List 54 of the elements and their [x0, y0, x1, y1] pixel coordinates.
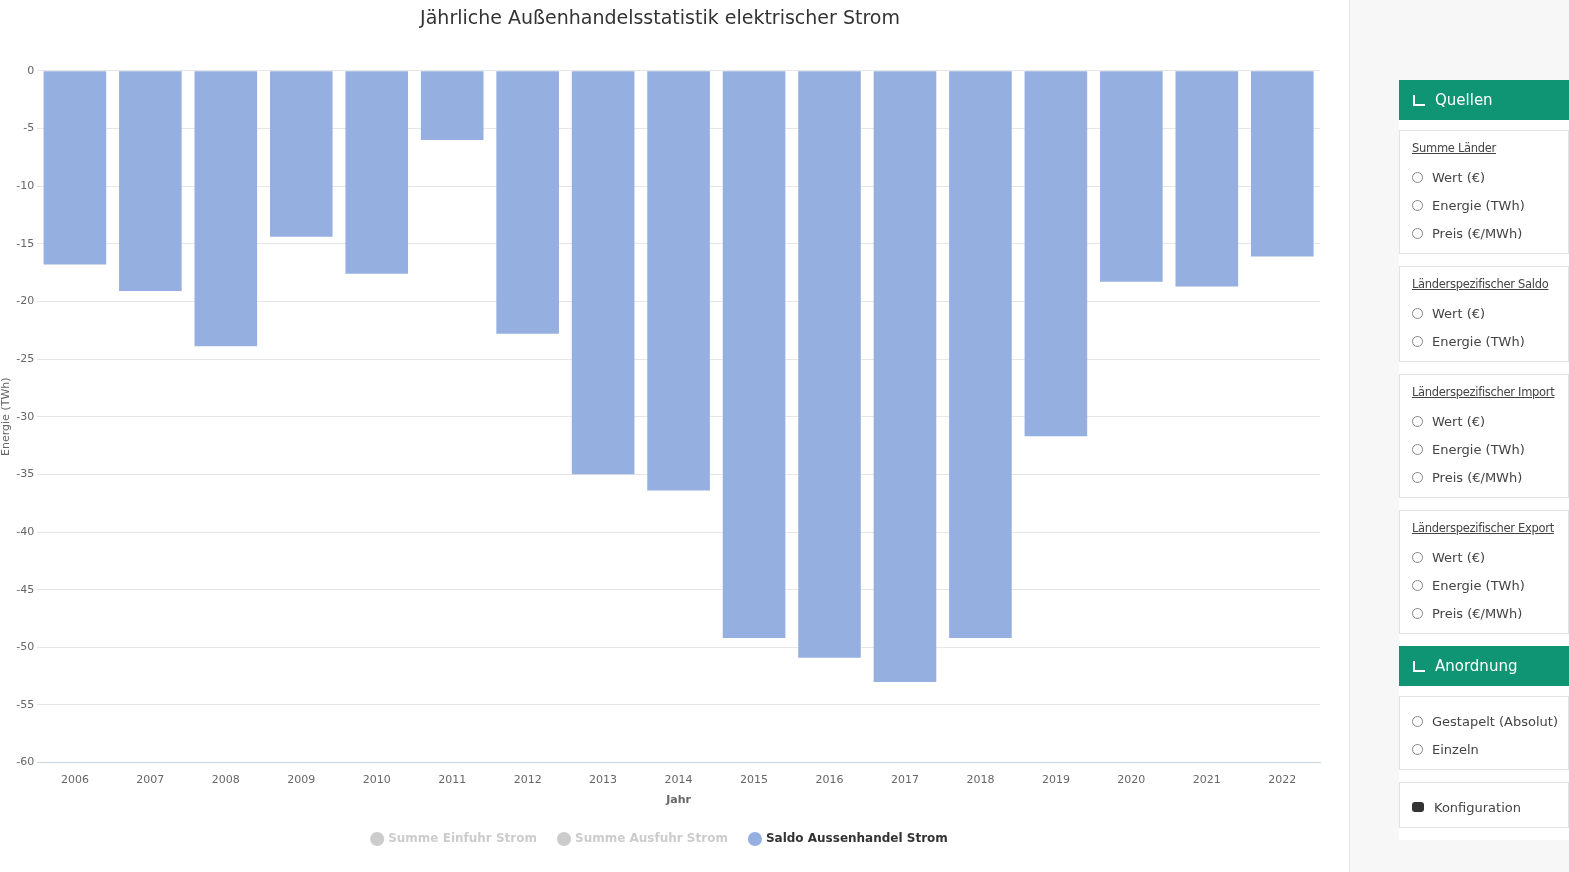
text: Anordnung	[1435, 657, 1518, 675]
y-tick-label: -35	[16, 467, 35, 481]
y-tick-label: -45	[16, 582, 35, 596]
y-tick-label: -25	[16, 351, 35, 365]
x-tick-label: 2012	[513, 773, 542, 787]
x-tick-label: 2007	[136, 773, 165, 787]
x-tick-label: 2014	[664, 773, 693, 787]
x-tick-label: 2017	[890, 773, 919, 787]
x-tick-label: 2021	[1192, 773, 1221, 787]
x-tick-label: 2016	[815, 773, 844, 787]
text: Summe Länder	[1412, 141, 1498, 155]
text: Länderspezifischer Import	[1412, 385, 1556, 399]
x-tick-label: 2020	[1117, 773, 1146, 787]
x-tick-label: 2013	[589, 773, 618, 787]
x-tick-label: 2015	[740, 773, 769, 787]
legend-label: Saldo Aussenhandel Strom	[765, 831, 948, 846]
chart-title: Jährliche Außenhandelsstatistik elektrischer Strom	[419, 6, 900, 29]
text: Gestapelt (Absolut)	[1432, 713, 1558, 729]
y-tick-label: -30	[16, 409, 35, 423]
x-tick-label: 2009	[287, 773, 316, 787]
y-tick-label: -10	[16, 178, 35, 192]
x-tick-label: 2008	[211, 773, 240, 787]
y-tick-label: -15	[16, 236, 35, 250]
y-axis-title: Energie (TWh)	[0, 377, 13, 456]
x-tick-label: 2019	[1041, 773, 1070, 787]
y-tick-label: -50	[16, 640, 35, 654]
x-tick-label: 2022	[1268, 773, 1297, 787]
text: Preis (€/MWh)	[1432, 225, 1523, 241]
text: Einzeln	[1432, 741, 1479, 757]
text: Quellen	[1435, 91, 1493, 109]
y-tick-label: -55	[16, 697, 35, 711]
text: Energie (TWh)	[1432, 197, 1525, 213]
x-tick-label: 2010	[362, 773, 391, 787]
y-tick-label: 0	[27, 63, 35, 77]
x-tick-label: 2006	[60, 773, 89, 787]
x-tick-label: 2018	[966, 773, 995, 787]
y-tick-label: -60	[16, 755, 35, 769]
x-axis-title: Jahr	[665, 793, 692, 807]
text: Preis (€/MWh)	[1432, 469, 1523, 485]
text: Wert (€)	[1432, 413, 1486, 429]
text: Energie (TWh)	[1432, 441, 1525, 457]
x-tick-label: 2011	[438, 773, 467, 787]
text: Länderspezifischer Saldo	[1412, 277, 1550, 291]
text: Energie (TWh)	[1432, 577, 1525, 593]
y-tick-label: -20	[16, 294, 35, 308]
text: Preis (€/MWh)	[1432, 605, 1523, 621]
text: Wert (€)	[1432, 169, 1486, 185]
y-tick-label: -40	[16, 524, 35, 538]
text: Länderspezifischer Export	[1412, 521, 1555, 535]
y-tick-label: -5	[23, 121, 35, 135]
text: Konfiguration	[1434, 799, 1521, 815]
text: Energie (TWh)	[1432, 333, 1525, 349]
text: Wert (€)	[1432, 305, 1486, 321]
text: Wert (€)	[1432, 549, 1486, 565]
